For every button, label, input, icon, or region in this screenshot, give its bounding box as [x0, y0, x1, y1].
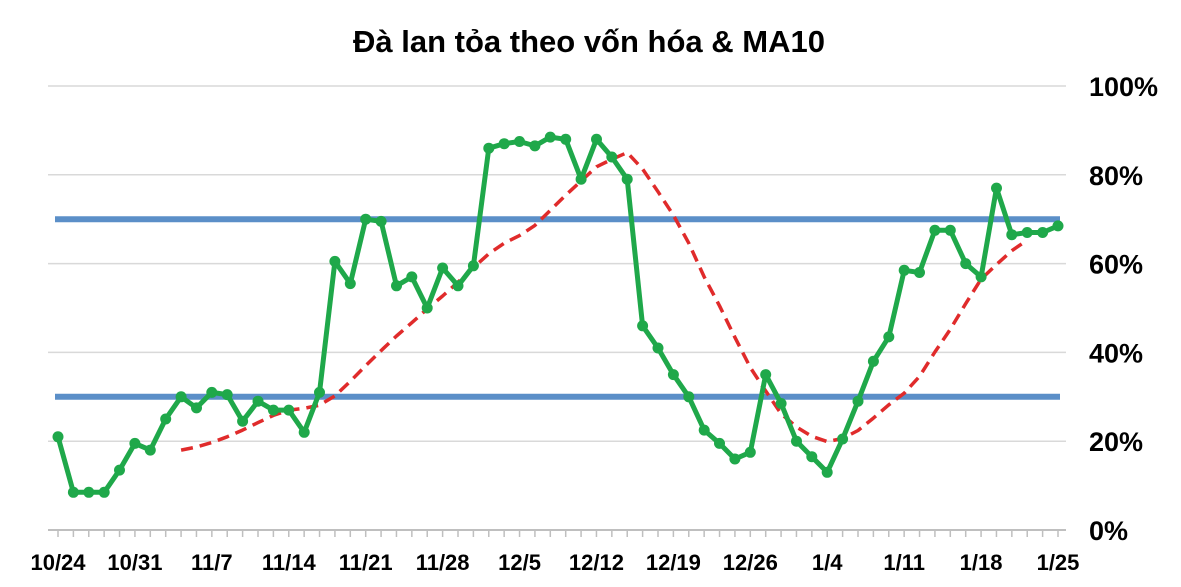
x-axis-tick-labels: 10/24 10/31 11/7 11/14 11/21 11/28 12/5 12/12 12…: [30, 550, 1079, 575]
data-point: [606, 151, 618, 163]
chart-title: Đà lan tỏa theo vốn hóa & MA10: [353, 24, 825, 59]
x-tick-label: 10/24: [30, 550, 86, 575]
data-point: [883, 331, 895, 343]
data-point: [329, 255, 341, 267]
data-point: [391, 280, 402, 292]
data-point: [467, 260, 479, 272]
data-point: [714, 437, 725, 449]
x-tick-label: 12/5: [498, 550, 541, 575]
data-point: [837, 433, 849, 445]
data-point: [652, 342, 664, 354]
data-point: [1037, 227, 1049, 238]
data-point: [729, 453, 741, 465]
data-point: [252, 395, 264, 407]
data-point: [544, 131, 556, 143]
data-point: [206, 386, 218, 398]
data-point: [991, 182, 1002, 194]
data-point: [1021, 227, 1033, 238]
data-point: [683, 391, 695, 403]
data-point: [975, 271, 987, 283]
data-point: [437, 262, 449, 274]
x-tick-label: 11/7: [191, 550, 233, 575]
data-point: [667, 369, 679, 381]
data-point: [806, 451, 818, 463]
data-point: [775, 398, 787, 409]
data-point: [791, 435, 802, 447]
data-point: [237, 415, 249, 427]
data-point: [160, 413, 172, 425]
data-point: [929, 224, 941, 236]
data-point: [944, 224, 956, 236]
grid: [48, 85, 1066, 442]
y-tick-label: 100%: [1089, 72, 1158, 102]
data-point: [1052, 220, 1064, 232]
data-point: [498, 138, 510, 150]
data-point: [52, 431, 64, 443]
reference-lines: [55, 216, 1060, 400]
data-point: [637, 320, 649, 332]
data-point: [267, 404, 279, 416]
data-point: [1006, 229, 1018, 241]
data-point: [483, 142, 495, 154]
x-tick-label: 1/18: [960, 550, 1003, 575]
breadth-line: [55, 134, 1061, 495]
data-point: [852, 395, 864, 407]
y-tick-label: 40%: [1089, 338, 1143, 368]
y-tick-label: 20%: [1089, 427, 1143, 457]
data-point: [191, 402, 202, 414]
y-tick-label: 60%: [1089, 250, 1143, 280]
data-point: [221, 389, 233, 401]
data-point: [144, 444, 156, 456]
x-axis: [48, 529, 1066, 537]
x-tick-label: 1/11: [883, 550, 925, 575]
data-point: [621, 173, 633, 185]
data-point: [344, 278, 356, 290]
data-point: [375, 215, 387, 227]
data-point: [744, 446, 756, 458]
x-tick-label: 11/21: [339, 550, 393, 575]
x-tick-label: 12/19: [646, 550, 701, 575]
x-tick-label: 11/14: [262, 550, 317, 575]
data-point: [760, 369, 772, 381]
data-point: [314, 386, 325, 398]
data-point: [67, 486, 79, 498]
data-point: [698, 424, 710, 436]
ma10-line: [180, 150, 1029, 452]
data-point: [591, 133, 602, 145]
data-point: [283, 404, 295, 416]
data-point: [421, 302, 433, 314]
x-tick-label: 12/12: [569, 550, 624, 575]
data-point: [406, 271, 418, 283]
x-tick-label: 12/26: [723, 550, 778, 575]
x-tick-label: 1/4: [812, 550, 843, 575]
data-point: [960, 258, 972, 270]
data-point: [898, 264, 910, 276]
data-point: [452, 280, 464, 292]
ma10-series: [180, 150, 1029, 452]
data-point: [575, 173, 587, 185]
x-tick-label: 10/31: [107, 550, 162, 575]
data-point: [821, 466, 833, 478]
y-tick-label: 0%: [1089, 516, 1128, 546]
data-point: [867, 355, 879, 367]
data-point: [298, 426, 310, 438]
breadth-series: [52, 131, 1064, 498]
data-point: [114, 464, 125, 476]
x-tick-label: 11/28: [416, 550, 470, 575]
y-tick-label: 80%: [1089, 161, 1143, 191]
data-point: [514, 136, 525, 147]
data-point: [914, 267, 925, 278]
x-tick-label: 1/25: [1037, 550, 1080, 575]
data-point: [98, 486, 110, 498]
data-point: [360, 213, 372, 225]
data-point: [560, 133, 572, 145]
data-point: [129, 437, 141, 449]
data-point: [175, 391, 187, 403]
data-point: [529, 140, 541, 152]
data-point: [83, 486, 95, 498]
y-axis-tick-labels: 0% 20% 40% 60% 80% 100%: [1089, 72, 1158, 546]
